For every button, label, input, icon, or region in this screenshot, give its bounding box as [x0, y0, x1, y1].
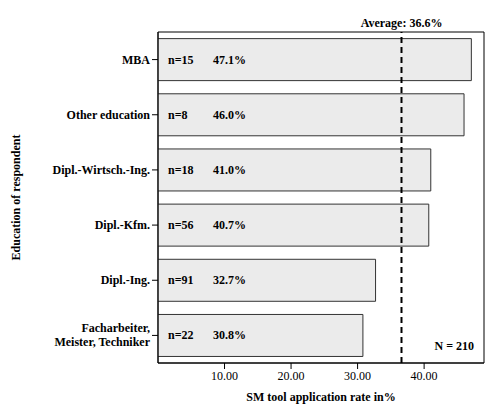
- svg-text:n=22: n=22: [168, 328, 194, 342]
- html-text:N = 210: N = 210: [434, 339, 474, 353]
- svg-text:10.00: 10.00: [211, 369, 238, 383]
- svg-text:Facharbeiter,Meister, Technike: Facharbeiter,Meister, Techniker: [54, 321, 150, 349]
- svg-text:41.0%: 41.0%: [213, 163, 246, 177]
- svg-text:Dipl.-Wirtsch.-Ing.: Dipl.-Wirtsch.-Ing.: [53, 163, 150, 177]
- svg-text:n=15: n=15: [168, 53, 194, 67]
- svg-text:Average: 36.6%: Average: 36.6%: [361, 16, 443, 30]
- svg-text:SM tool application rate in%: SM tool application rate in%: [246, 390, 395, 404]
- svg-text:32.7%: 32.7%: [213, 273, 246, 287]
- svg-text:n=8: n=8: [168, 108, 188, 122]
- svg-text:n=56: n=56: [168, 218, 194, 232]
- svg-text:30.8%: 30.8%: [213, 328, 246, 342]
- svg-text:20.00: 20.00: [278, 369, 305, 383]
- svg-text:Education of respondent: Education of respondent: [9, 135, 23, 261]
- svg-text:MBA: MBA: [122, 53, 150, 67]
- svg-text:30.00: 30.00: [344, 369, 371, 383]
- svg-text:46.0%: 46.0%: [213, 108, 246, 122]
- svg-text:n=91: n=91: [168, 273, 194, 287]
- svg-text:40.7%: 40.7%: [213, 218, 246, 232]
- svg-text:Dipl.-Ing.: Dipl.-Ing.: [101, 273, 150, 287]
- svg-text:Other education: Other education: [67, 108, 151, 122]
- svg-text:n=18: n=18: [168, 163, 194, 177]
- svg-text:40.00: 40.00: [411, 369, 438, 383]
- svg-text:47.1%: 47.1%: [213, 53, 246, 67]
- svg-text:Dipl.-Kfm.: Dipl.-Kfm.: [95, 218, 150, 232]
